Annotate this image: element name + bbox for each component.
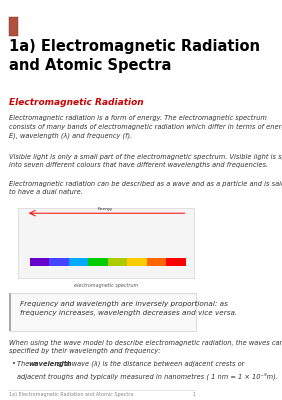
Text: •: •	[12, 361, 16, 367]
Text: Frequency and wavelength are inversely proportional: as
frequency increases, wav: Frequency and wavelength are inversely p…	[20, 301, 237, 316]
Text: of a wave (λ) is the distance between adjacent crests or: of a wave (λ) is the distance between ad…	[55, 361, 244, 368]
Bar	[49, 258, 69, 266]
Bar	[30, 258, 49, 266]
Text: adjacent troughs and typically measured in nanometres ( 1 nm = 1 × 10⁻⁹m).: adjacent troughs and typically measured …	[17, 372, 277, 380]
Text: Electromagnetic radiation can be described as a wave and as a particle and is sa: Electromagnetic radiation can be describ…	[10, 181, 282, 195]
Bar	[10, 293, 11, 331]
Text: Visible light is only a small part of the electromagnetic spectrum. Visible ligh: Visible light is only a small part of th…	[10, 154, 282, 168]
Bar	[166, 258, 186, 266]
Bar	[69, 258, 88, 266]
Bar	[88, 258, 108, 266]
Text: When using the wave model to describe electromagnetic radiation, the waves can b: When using the wave model to describe el…	[10, 340, 282, 354]
Text: electromagnetic spectrum: electromagnetic spectrum	[74, 283, 138, 288]
Bar	[127, 258, 147, 266]
Bar	[108, 258, 127, 266]
Text: The: The	[17, 361, 31, 367]
Text: 1a) Electromagnetic Radiation
and Atomic Spectra: 1a) Electromagnetic Radiation and Atomic…	[10, 39, 261, 73]
Text: Energy: Energy	[98, 207, 113, 211]
Text: Electromagnetic Radiation: Electromagnetic Radiation	[10, 98, 144, 108]
Text: Electromagnetic radiation is a form of energy. The electromagnetic spectrum
cons: Electromagnetic radiation is a form of e…	[10, 115, 282, 139]
Text: 1a) Electromagnetic Radiation and Atomic Spectra: 1a) Electromagnetic Radiation and Atomic…	[10, 392, 134, 397]
Bar	[10, 17, 18, 36]
Bar	[10, 293, 196, 331]
Text: 1: 1	[193, 392, 196, 397]
Bar	[18, 208, 194, 278]
Text: wavelength: wavelength	[28, 361, 72, 367]
Bar	[147, 258, 166, 266]
